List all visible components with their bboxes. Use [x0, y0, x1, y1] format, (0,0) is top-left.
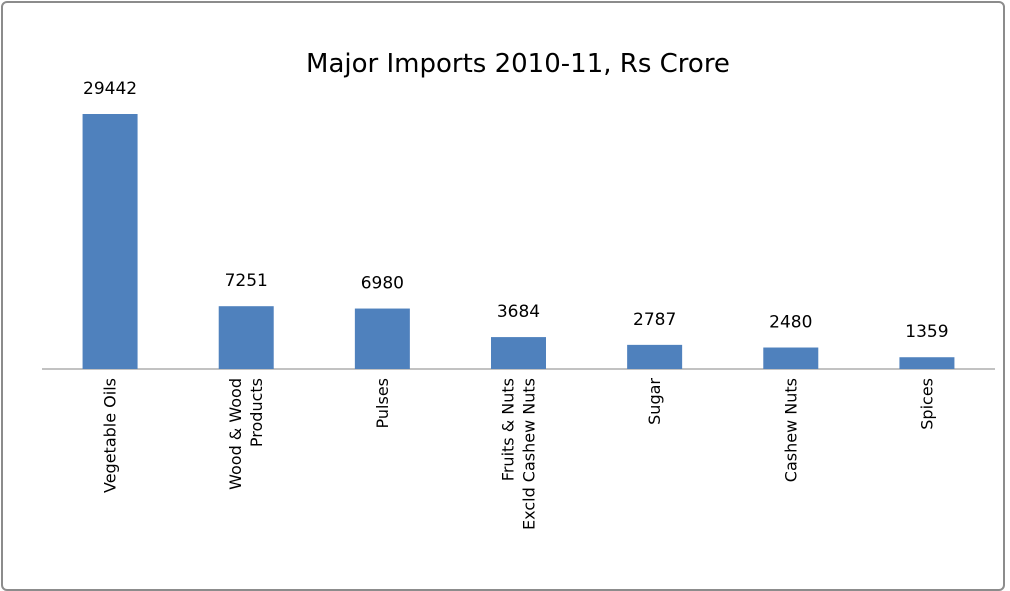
bar: [899, 357, 955, 369]
x-tick-label: Wood & Wood Products: [226, 378, 267, 490]
bar: [763, 347, 819, 369]
bar: [627, 344, 683, 369]
bar: [354, 308, 410, 369]
data-label: 2480: [769, 313, 812, 333]
data-label: 29442: [83, 79, 137, 99]
x-tick-label: Vegetable Oils: [100, 378, 120, 493]
x-tick-label: Pulses: [372, 378, 392, 429]
x-tick-label: Sugar: [645, 378, 665, 425]
x-tick-label: Cashew Nuts: [781, 378, 801, 483]
x-tick-label: Fruits & Nuts Excld Cashew Nuts: [498, 378, 539, 530]
data-label: 6980: [361, 274, 404, 294]
data-label: 7251: [225, 271, 268, 291]
bar: [491, 337, 546, 369]
bar: [218, 306, 274, 369]
x-tick-label: Spices: [917, 378, 937, 430]
bar: [82, 114, 138, 369]
data-label: 1359: [905, 322, 948, 342]
chart-title: Major Imports 2010-11, Rs Crore: [306, 49, 730, 79]
data-label: 2787: [633, 310, 676, 330]
data-label: 3684: [497, 302, 540, 322]
